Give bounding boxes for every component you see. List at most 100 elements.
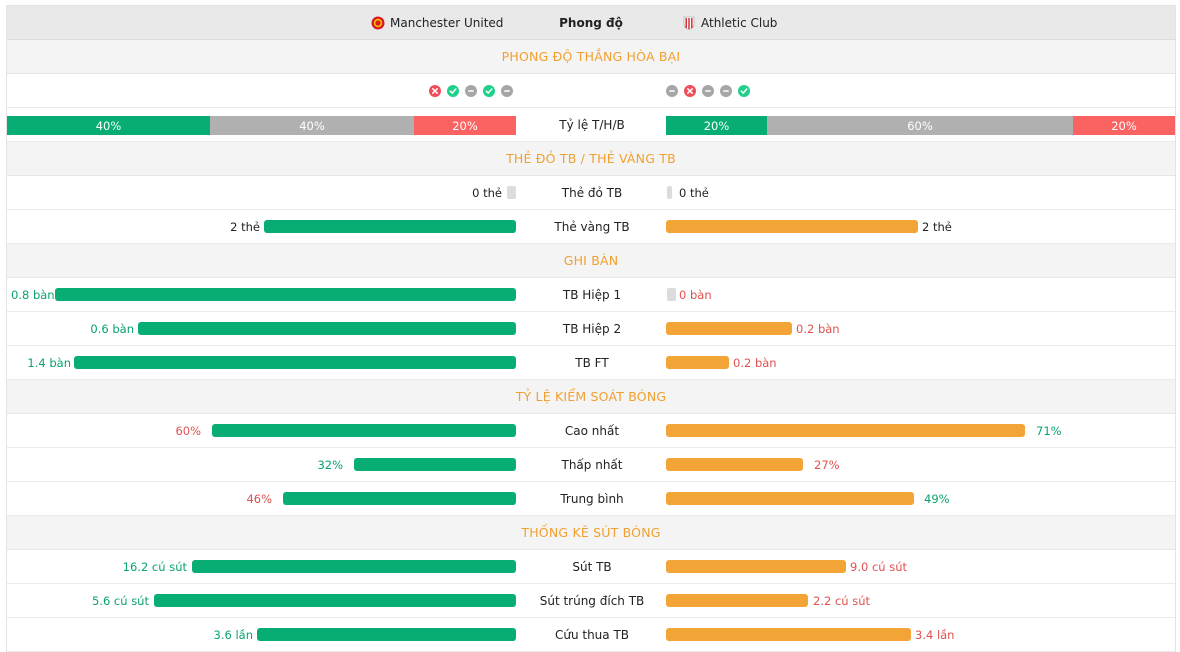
athletic-club-crest-icon — [683, 16, 695, 30]
away-win-ratio: 20% — [666, 116, 767, 135]
home-value: 32% — [317, 458, 343, 472]
away-value: 49% — [924, 492, 950, 506]
stat-label: TB Hiệp 1 — [562, 288, 622, 302]
stat-label: Trung bình — [560, 492, 624, 506]
home-bar — [154, 594, 516, 607]
stat-label: Sút TB — [572, 560, 612, 574]
away-lose-ratio: 20% — [1073, 116, 1175, 135]
away-yellow-value: 2 thẻ — [922, 220, 952, 234]
home-value: 46% — [246, 492, 272, 506]
stat-label: Cao nhất — [564, 424, 620, 438]
ratio-label: Tỷ lệ T/H/B — [559, 118, 625, 132]
page-title: Phong độ — [559, 16, 623, 30]
home-yellow-bar — [264, 220, 516, 233]
home-red-bar — [507, 186, 516, 199]
header: Manchester United Phong độ Athletic Club — [7, 6, 1175, 40]
home-bar — [283, 492, 516, 505]
away-value: 27% — [814, 458, 840, 472]
form-ratio-row: 40% 40% 20% Tỷ lệ T/H/B 20% 60% 20% — [7, 108, 1175, 142]
possession-row: 60% Cao nhất 71% — [7, 414, 1175, 448]
stat-label: Sút trúng đích TB — [539, 594, 645, 608]
section-title-shots: THỐNG KÊ SÚT BÓNG — [7, 516, 1175, 550]
section-title-form: PHONG ĐỘ THẮNG HÒA BẠI — [7, 40, 1175, 74]
home-value: 1.4 bàn — [27, 356, 71, 370]
stat-label: Cứu thua TB — [554, 628, 630, 642]
away-team-name: Athletic Club — [701, 16, 778, 30]
draw-minus-icon — [720, 85, 732, 97]
shots-row: 16.2 cú sút Sút TB 9.0 cú sút — [7, 550, 1175, 584]
away-bar — [666, 594, 808, 607]
win-check-icon — [738, 85, 750, 97]
home-bar — [354, 458, 516, 471]
home-bar — [192, 560, 516, 573]
home-value: 5.6 cú sút — [91, 594, 149, 608]
home-value: 0.8 bàn — [11, 288, 55, 302]
section-title-goals: GHI BÀN — [7, 244, 1175, 278]
yellow-card-label: Thẻ vàng TB — [554, 220, 630, 234]
away-value: 0.2 bàn — [796, 322, 840, 336]
possession-row: 32% Thấp nhất 27% — [7, 448, 1175, 482]
draw-minus-icon — [465, 85, 477, 97]
away-bar — [666, 458, 803, 471]
home-bar — [74, 356, 516, 369]
stat-label: TB FT — [575, 356, 609, 370]
red-card-label: Thẻ đỏ TB — [561, 186, 623, 200]
stat-label: TB Hiệp 2 — [562, 322, 622, 336]
shots-row: 3.6 lần Cứu thua TB 3.4 lần — [7, 618, 1175, 652]
away-bar — [666, 322, 792, 335]
away-bar — [666, 356, 729, 369]
home-yellow-value: 2 thẻ — [230, 220, 260, 234]
goals-row: 0.8 bàn TB Hiệp 1 0 bàn — [7, 278, 1175, 312]
manchester-united-crest-icon — [371, 16, 385, 30]
home-bar — [55, 288, 516, 301]
away-form-dots — [666, 74, 750, 108]
away-draw-ratio: 60% — [767, 116, 1073, 135]
section-title-possession: TỶ LỆ KIỂM SOÁT BÓNG — [7, 380, 1175, 414]
home-bar — [212, 424, 516, 437]
away-bar — [667, 288, 676, 301]
goals-row: 1.4 bàn TB FT 0.2 bàn — [7, 346, 1175, 380]
home-value: 3.6 lần — [213, 628, 253, 642]
stat-label: Thấp nhất — [561, 458, 623, 472]
win-check-icon — [447, 85, 459, 97]
form-panel: Manchester United Phong độ Athletic Club… — [6, 5, 1176, 652]
home-form-dots — [429, 74, 513, 108]
away-value: 9.0 cú sút — [850, 560, 908, 574]
away-team[interactable]: Athletic Club — [682, 6, 777, 40]
home-value: 0.6 bàn — [90, 322, 134, 336]
away-bar — [666, 560, 846, 573]
home-draw-ratio: 40% — [210, 116, 414, 135]
home-red-value: 0 thẻ — [472, 186, 502, 200]
away-value: 71% — [1036, 424, 1062, 438]
loss-x-icon — [684, 85, 696, 97]
home-bar — [257, 628, 516, 641]
away-yellow-bar — [666, 220, 918, 233]
home-value: 16.2 cú sút — [122, 560, 187, 574]
home-team[interactable]: Manchester United — [371, 6, 503, 40]
away-value: 0.2 bàn — [733, 356, 777, 370]
shots-row: 5.6 cú sút Sút trúng đích TB 2.2 cú sút — [7, 584, 1175, 618]
draw-minus-icon — [702, 85, 714, 97]
draw-minus-icon — [501, 85, 513, 97]
away-value: 2.2 cú sút — [813, 594, 871, 608]
home-value: 60% — [175, 424, 201, 438]
possession-row: 46% Trung bình 49% — [7, 482, 1175, 516]
loss-x-icon — [429, 85, 441, 97]
home-win-ratio: 40% — [7, 116, 210, 135]
draw-minus-icon — [666, 85, 678, 97]
away-bar — [666, 492, 914, 505]
form-results-row — [7, 74, 1175, 108]
away-value: 0 bàn — [679, 288, 712, 302]
goals-row: 0.6 bàn TB Hiệp 2 0.2 bàn — [7, 312, 1175, 346]
home-bar — [138, 322, 516, 335]
red-card-row: 0 thẻ Thẻ đỏ TB 0 thẻ — [7, 176, 1175, 210]
yellow-card-row: 2 thẻ Thẻ vàng TB 2 thẻ — [7, 210, 1175, 244]
away-bar — [666, 628, 911, 641]
win-check-icon — [483, 85, 495, 97]
home-lose-ratio: 20% — [414, 116, 516, 135]
away-bar — [666, 424, 1025, 437]
section-title-cards: THẺ ĐỎ TB / THẺ VÀNG TB — [7, 142, 1175, 176]
away-red-value: 0 thẻ — [679, 186, 709, 200]
home-team-name: Manchester United — [390, 16, 504, 30]
away-value: 3.4 lần — [915, 628, 955, 642]
